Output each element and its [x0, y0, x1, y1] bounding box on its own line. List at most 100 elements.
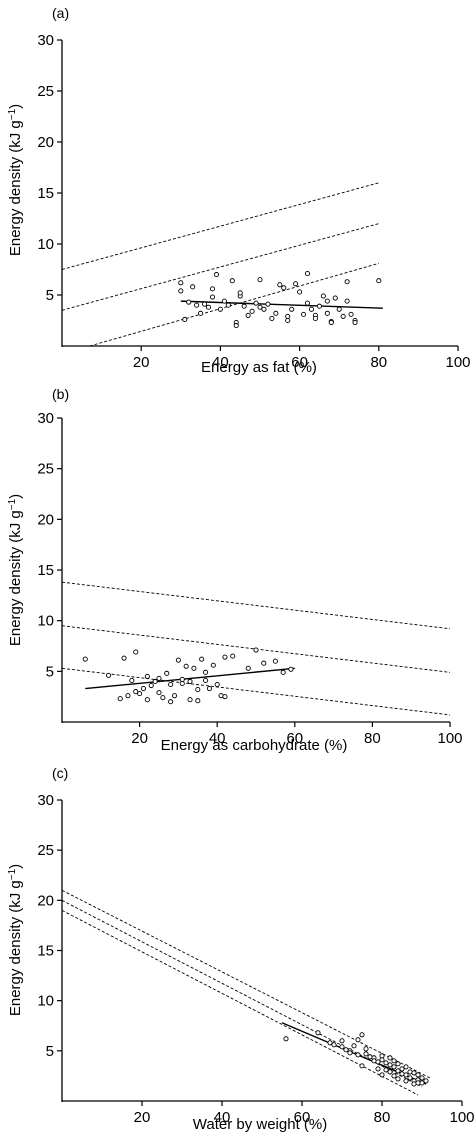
data-point	[203, 677, 209, 684]
panel-label: (b)	[52, 386, 69, 402]
data-point	[348, 311, 354, 317]
data-point	[164, 670, 170, 676]
panel-label: (c)	[52, 765, 68, 781]
reference-line	[62, 909, 419, 1096]
data-point	[340, 313, 346, 319]
x-tick-label: 40	[209, 730, 226, 747]
data-point	[395, 1076, 401, 1082]
y-axis-title-main: Energy density (kJ g	[7, 510, 24, 646]
x-tick-label: 100	[449, 1109, 474, 1126]
data-point	[237, 290, 243, 296]
data-point	[383, 1067, 389, 1073]
data-point	[395, 1068, 401, 1074]
y-tick-label: 5	[46, 1043, 54, 1060]
data-point	[379, 1057, 385, 1063]
y-tick-label: 25	[37, 83, 54, 100]
data-point	[178, 288, 184, 294]
data-point	[383, 1060, 389, 1066]
data-point	[375, 1059, 381, 1065]
data-point	[423, 1078, 429, 1084]
data-point	[106, 672, 112, 678]
x-tick-label: 100	[437, 730, 462, 747]
y-tick-label: 15	[37, 562, 54, 579]
y-tick-label: 10	[37, 613, 54, 630]
data-point	[230, 653, 236, 659]
data-point	[355, 1037, 361, 1043]
data-point	[221, 298, 227, 304]
data-point	[210, 662, 216, 668]
data-point	[336, 306, 342, 312]
data-point	[403, 1072, 409, 1078]
y-axis-title-superscript: −1	[7, 108, 18, 120]
data-point	[137, 691, 143, 697]
data-point	[331, 1042, 337, 1048]
y-tick-label: 5	[46, 287, 54, 304]
data-point	[363, 1051, 369, 1057]
data-point	[179, 676, 185, 682]
fit-line	[180, 300, 383, 309]
data-point	[339, 1044, 345, 1050]
data-point	[225, 302, 231, 308]
x-tick-label: 80	[364, 730, 381, 747]
reference-line	[62, 581, 450, 630]
data-point	[253, 647, 259, 653]
x-axis-title: Energy as fat (%)	[201, 359, 317, 376]
data-point	[233, 323, 239, 329]
data-point	[257, 277, 263, 283]
data-point	[187, 697, 193, 703]
data-point	[222, 694, 228, 700]
data-point	[391, 1073, 397, 1079]
data-point	[403, 1064, 409, 1070]
y-tick-label: 15	[37, 943, 54, 960]
data-point	[332, 295, 338, 301]
data-point	[359, 1063, 365, 1069]
x-tick-label: 20	[131, 730, 148, 747]
data-point	[194, 302, 200, 308]
data-point	[391, 1064, 397, 1070]
data-point	[198, 310, 204, 316]
data-point	[285, 313, 291, 319]
data-point	[121, 655, 127, 661]
x-tick-label: 20	[134, 1109, 151, 1126]
data-point	[209, 286, 216, 292]
data-point	[125, 693, 131, 699]
data-point	[168, 681, 174, 688]
panel-a: (a) Energy density (kJ g−1) Energy as fa…	[7, 5, 471, 376]
data-point	[82, 656, 88, 662]
data-point	[187, 678, 193, 685]
y-tick-label: 10	[37, 236, 54, 253]
x-tick-label: 100	[445, 354, 470, 371]
y-axis-title-main: Energy density (kJ g	[7, 880, 24, 1016]
x-axis-title: Water by weight (%)	[193, 1116, 327, 1133]
data-point	[324, 310, 330, 316]
data-point	[339, 1038, 345, 1044]
data-point	[209, 294, 216, 300]
data-point	[387, 1069, 393, 1075]
y-tick-label: 20	[37, 134, 54, 151]
data-point	[152, 678, 158, 685]
x-tick-label: 60	[294, 1109, 311, 1126]
y-tick-label: 25	[37, 461, 54, 478]
data-point	[399, 1071, 405, 1077]
data-point	[133, 689, 139, 695]
y-axis-title-superscript: −1	[7, 868, 18, 880]
data-point	[144, 673, 150, 679]
data-point	[190, 284, 196, 290]
data-point	[281, 285, 287, 291]
data-point	[195, 698, 201, 704]
data-point	[308, 306, 315, 312]
data-point	[280, 669, 286, 675]
y-axis-title-close: )	[7, 494, 24, 499]
data-point	[289, 306, 295, 312]
y-tick-label: 25	[37, 842, 54, 859]
data-point	[415, 1072, 421, 1078]
data-point	[213, 272, 219, 278]
data-point	[407, 1069, 413, 1075]
data-point	[327, 1040, 333, 1046]
y-tick-label: 10	[37, 993, 54, 1010]
x-tick-label: 80	[374, 1109, 391, 1126]
y-axis-title-close: )	[7, 864, 24, 869]
data-point	[179, 680, 185, 687]
data-point	[324, 298, 330, 304]
